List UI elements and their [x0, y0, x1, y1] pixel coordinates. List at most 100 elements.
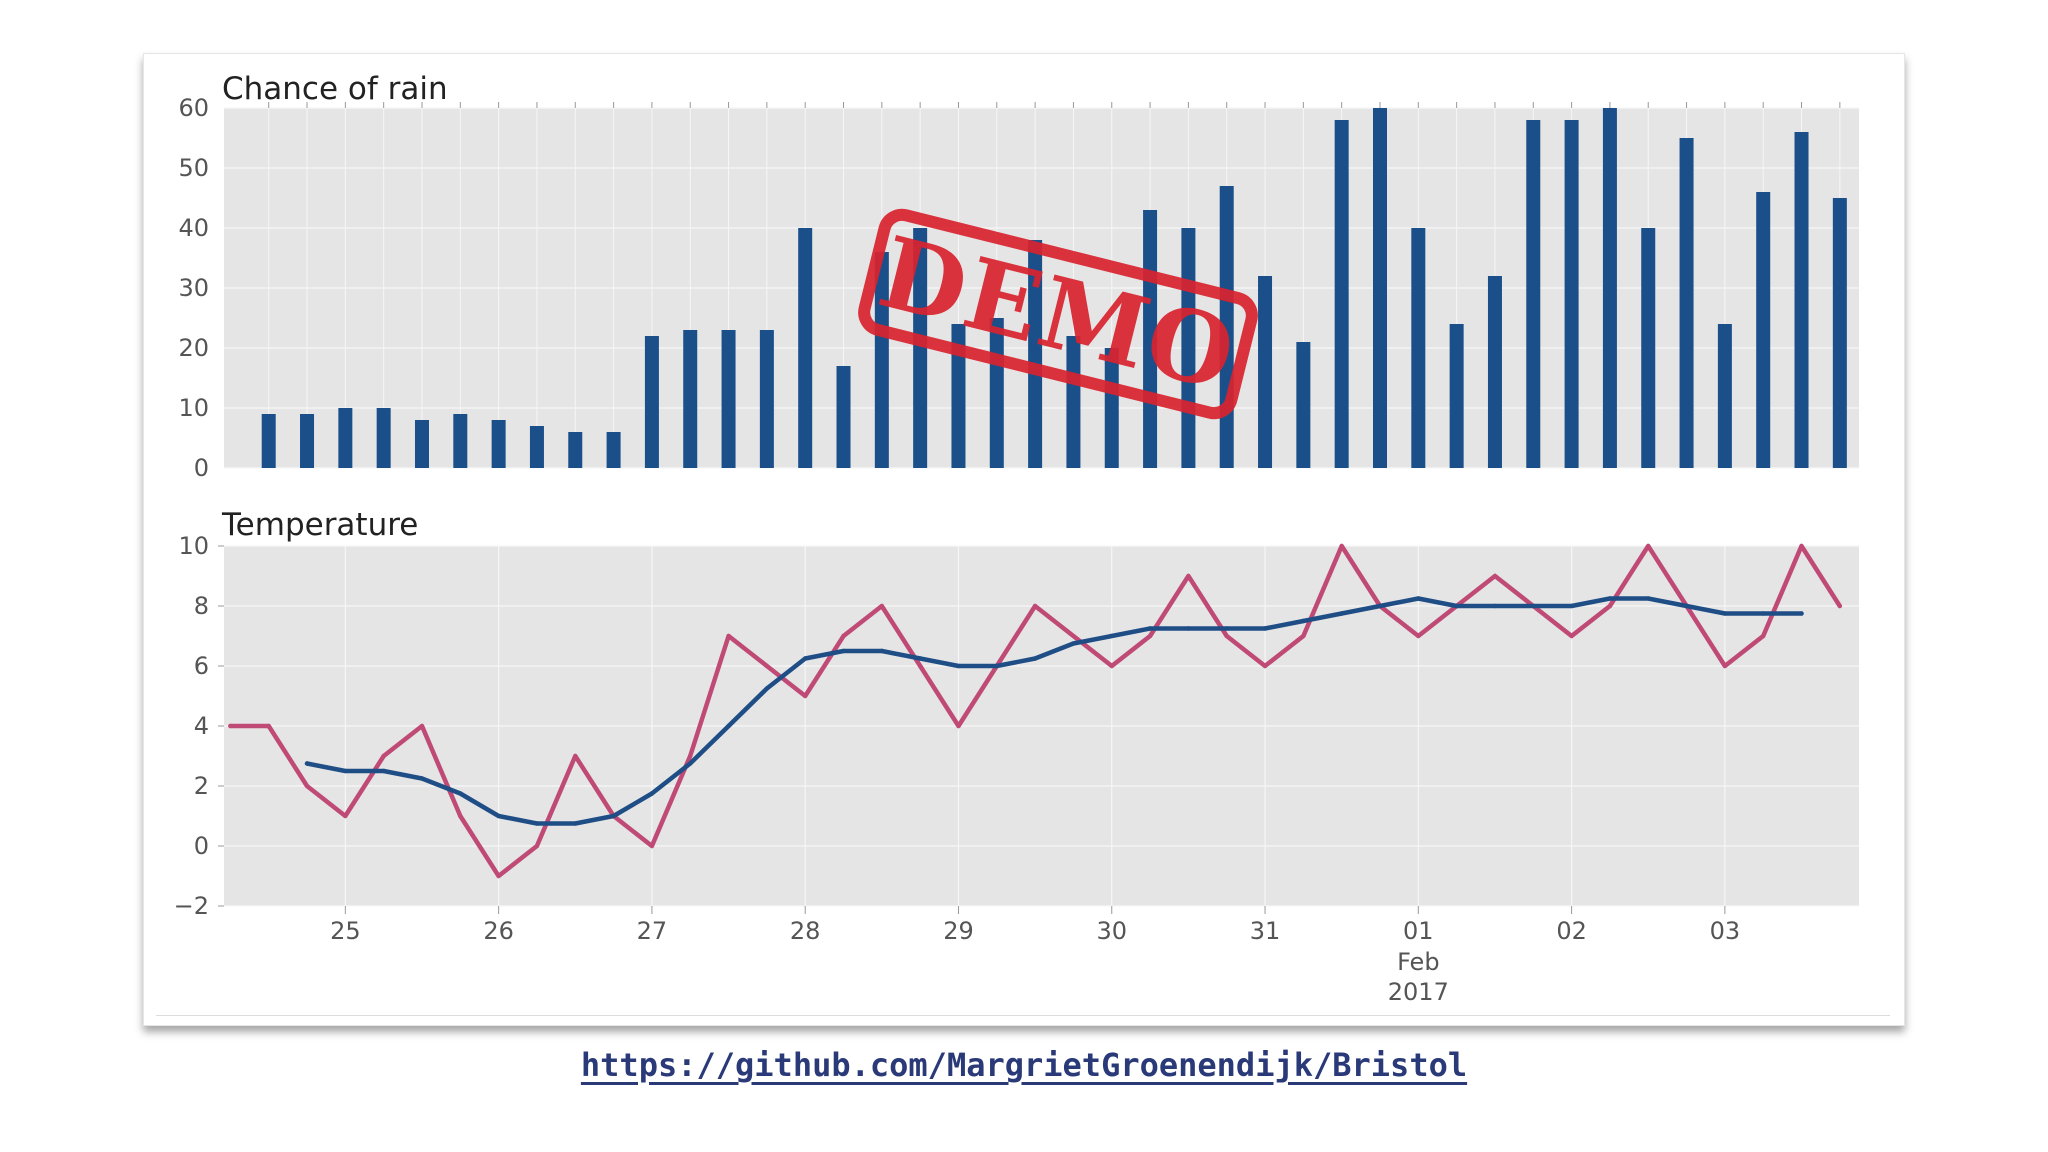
rain-bar [1258, 276, 1273, 468]
rolling-mean-point [1492, 603, 1498, 609]
temperature-point [1416, 633, 1421, 639]
temperature-point [1339, 543, 1344, 549]
rolling-mean-point [1377, 603, 1383, 609]
rolling-mean-point [879, 648, 885, 654]
rain-bar [836, 366, 851, 468]
temperature-x-tick-label: 29 [943, 917, 974, 945]
rain-bar [1411, 228, 1426, 468]
temperature-point [1607, 603, 1613, 609]
temperature-x-tick-label: 28 [790, 917, 821, 945]
rain-bar [1602, 108, 1617, 468]
rain-bar [1028, 240, 1043, 468]
rain-bar [1104, 348, 1119, 468]
temperature-point [1837, 603, 1843, 609]
rolling-mean-point [1416, 596, 1421, 601]
temperature-point [802, 693, 808, 699]
rolling-mean-point [534, 821, 540, 826]
rolling-mean-point [611, 813, 616, 819]
temperature-point [726, 633, 731, 639]
rolling-mean-point [1569, 603, 1574, 609]
rain-y-tick-label: 30 [178, 274, 209, 302]
temperature-point [266, 723, 271, 729]
source-link[interactable]: https://github.com/MargrietGroenendijk/B… [580, 1046, 1468, 1084]
rolling-mean-point [1071, 641, 1076, 646]
temperature-point [534, 843, 540, 849]
rain-y-tick-label: 60 [178, 94, 209, 122]
temperature-y-tick-label: 4 [194, 712, 209, 740]
rolling-mean-point [1262, 626, 1268, 631]
rain-bar [913, 228, 928, 468]
temperature-point [1492, 573, 1498, 579]
temperature-point [1262, 663, 1268, 669]
rolling-mean-point [381, 768, 386, 774]
rolling-mean-point [1339, 611, 1344, 616]
rain-bar [1219, 186, 1234, 468]
rain-bar [1756, 192, 1771, 468]
temperature-x-tick-label: 27 [637, 917, 668, 945]
temperature-x-tick-label: 02 [1556, 917, 1587, 945]
rolling-mean-point [956, 663, 961, 669]
rolling-mean-point [1607, 596, 1613, 601]
rain-bar [1296, 342, 1311, 468]
temperature-point [879, 603, 885, 609]
x-tick-year-label: 2017 [1388, 978, 1449, 1006]
rain-y-tick-label: 20 [178, 334, 209, 362]
rain-bar [1679, 138, 1694, 468]
rolling-mean-point [1224, 626, 1229, 631]
temperature-point [573, 753, 578, 759]
rain-bar [1487, 276, 1502, 468]
rain-bar [798, 228, 813, 468]
temperature-y-tick-label: 8 [194, 592, 209, 620]
rain-bar [338, 408, 353, 468]
rolling-mean-point [917, 656, 923, 661]
temperature-y-tick-label: 2 [194, 772, 209, 800]
temperature-point [1722, 663, 1728, 669]
rolling-mean-point [1799, 611, 1804, 616]
rain-bar [1717, 324, 1732, 468]
rain-bar [759, 330, 774, 468]
rolling-mean-point [726, 723, 731, 729]
temperature-x-tick-label: 25 [330, 917, 361, 945]
rolling-mean-point [649, 791, 655, 796]
rolling-mean-point [1684, 603, 1689, 609]
rain-bar [1449, 324, 1464, 468]
rain-bar [1066, 336, 1081, 468]
rain-bar [414, 420, 429, 468]
rain-bar [683, 330, 698, 468]
temperature-panel-title: Temperature [221, 507, 418, 543]
rain-bar [261, 414, 276, 468]
rain-y-tick-label: 0 [194, 454, 209, 482]
temperature-point [917, 663, 923, 669]
temperature-point [419, 723, 425, 729]
temperature-x-tick-label: 30 [1096, 917, 1127, 945]
temperature-point [496, 873, 501, 879]
rain-bar [300, 414, 315, 468]
rolling-mean-point [994, 663, 999, 669]
temperature-point [764, 663, 770, 669]
temperature-point [1799, 543, 1804, 549]
card-divider [156, 1015, 1890, 1016]
rolling-mean-point [343, 768, 348, 774]
temperature-y-tick-label: 6 [194, 652, 209, 680]
temperature-point [1032, 603, 1038, 609]
temperature-point [1646, 543, 1651, 549]
rain-bar [1334, 120, 1349, 468]
temperature-point [343, 813, 348, 819]
rain-bar [1641, 228, 1656, 468]
rain-bar [568, 432, 583, 468]
rolling-mean-point [1301, 618, 1306, 624]
temperature-point [649, 843, 655, 849]
temperature-x-tick-label: 31 [1250, 917, 1281, 945]
temperature-point [228, 723, 233, 729]
rolling-mean-point [304, 761, 310, 766]
temperature-point [1760, 633, 1766, 639]
x-tick-month-label: Feb [1397, 948, 1440, 976]
rolling-mean-point [1760, 611, 1766, 616]
rain-bar [644, 336, 659, 468]
rolling-mean-point [1722, 611, 1728, 616]
temperature-x-tick-label: 01 [1403, 917, 1434, 945]
temperature-x-tick-label: 26 [483, 917, 514, 945]
temperature-point [956, 723, 961, 729]
rolling-mean-point [458, 791, 463, 796]
